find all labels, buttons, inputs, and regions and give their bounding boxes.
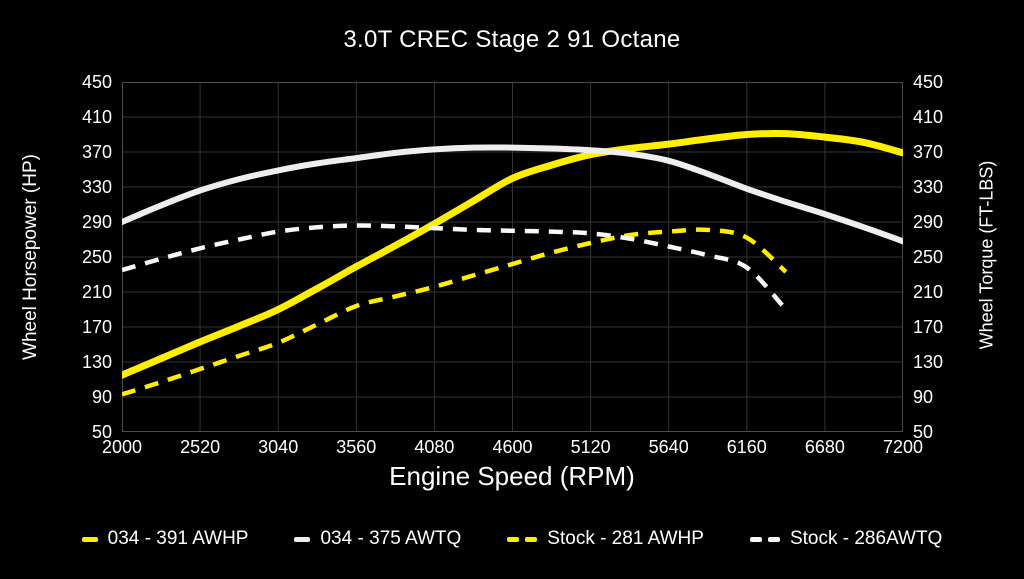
x-tick: 4600 — [492, 437, 533, 457]
x-tick: 3560 — [336, 437, 377, 457]
legend-item-034-awhp: 034 - 391 AWHP — [81, 528, 249, 550]
y-axis-title-left: Wheel Horsepower (HP) — [20, 154, 41, 360]
y-tick-left: 130 — [81, 352, 112, 372]
legend-item-stock-awhp: Stock - 281 AWHP — [507, 528, 704, 550]
y-tick-left: 410 — [81, 107, 112, 127]
plot-border — [122, 82, 903, 432]
x-tick: 7200 — [882, 437, 924, 457]
y-tick-left: 170 — [81, 317, 112, 337]
legend-item-stock-awtq: Stock - 286AWTQ — [749, 528, 943, 550]
legend-label: Stock - 281 AWHP — [547, 528, 704, 549]
y-tick-right: 90 — [913, 387, 934, 407]
chart-title: 3.0T CREC Stage 2 91 Octane — [343, 26, 681, 53]
series-line-2 — [122, 227, 788, 397]
legend-label: 034 - 375 AWTQ — [320, 528, 462, 549]
legend-label: 034 - 391 AWHP — [107, 528, 249, 549]
y-tick-left: 290 — [81, 212, 112, 232]
legend-label: Stock - 286AWTQ — [789, 528, 943, 549]
y-tick-left: 210 — [81, 282, 112, 302]
legend-dashed-white-line-icon — [749, 536, 780, 542]
data-series — [122, 129, 903, 397]
plot-area — [122, 82, 903, 432]
x-tick: 5120 — [570, 437, 611, 457]
x-tick: 6160 — [726, 437, 767, 457]
y-axis-title-right: Wheel Torque (FT-LBS) — [976, 160, 997, 350]
y-tick-right: 130 — [913, 352, 944, 372]
y-tick-right: 290 — [913, 212, 944, 232]
y-tick-left: 330 — [81, 177, 112, 197]
x-tick: 2520 — [180, 437, 221, 457]
legend-solid-yellow-line-icon — [81, 536, 98, 542]
y-tick-right: 50 — [913, 422, 934, 442]
y-tick-left: 90 — [91, 387, 112, 407]
series-line-3 — [122, 223, 788, 312]
series-line-1 — [122, 144, 903, 245]
y-tick-right: 210 — [913, 282, 944, 302]
y-tick-right: 410 — [913, 107, 944, 127]
series-line-0 — [122, 129, 903, 379]
x-tick: 6680 — [804, 437, 845, 457]
x-tick: 4080 — [414, 437, 455, 457]
x-tick: 5640 — [648, 437, 689, 457]
y-tick-left: 450 — [81, 72, 112, 92]
legend-item-034-awtq: 034 - 375 AWTQ — [294, 528, 461, 550]
y-tick-left: 50 — [91, 422, 112, 442]
y-tick-right: 330 — [913, 177, 944, 197]
y-tick-right: 170 — [913, 317, 944, 337]
legend: 034 - 391 AWHP 034 - 375 AWTQ Stock - 28… — [0, 528, 1024, 550]
y-tick-left: 370 — [81, 142, 112, 162]
legend-solid-white-line-icon — [294, 536, 311, 542]
y-tick-left: 250 — [81, 247, 112, 267]
y-tick-right: 250 — [913, 247, 944, 267]
x-axis-title: Engine Speed (RPM) — [389, 461, 635, 491]
x-tick: 2000 — [101, 437, 143, 457]
legend-dashed-yellow-line-icon — [507, 536, 538, 542]
y-tick-right: 370 — [913, 142, 944, 162]
y-tick-right: 450 — [913, 72, 944, 92]
x-tick: 3040 — [258, 437, 299, 457]
